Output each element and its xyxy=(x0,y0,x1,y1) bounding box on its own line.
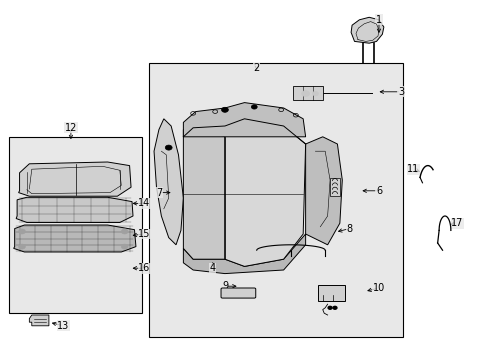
Polygon shape xyxy=(183,126,224,259)
Text: 13: 13 xyxy=(57,321,70,331)
Bar xyxy=(329,178,339,196)
Text: 5: 5 xyxy=(248,105,254,115)
Text: 12: 12 xyxy=(64,123,77,133)
Circle shape xyxy=(327,306,331,309)
Bar xyxy=(317,285,344,301)
Text: 1: 1 xyxy=(375,15,381,25)
FancyBboxPatch shape xyxy=(221,288,255,298)
Bar xyxy=(293,86,322,100)
Text: 14: 14 xyxy=(138,198,150,208)
Polygon shape xyxy=(183,234,305,274)
Text: 17: 17 xyxy=(450,218,463,228)
Circle shape xyxy=(19,244,25,249)
Polygon shape xyxy=(19,162,131,196)
Text: 2: 2 xyxy=(253,63,259,73)
Polygon shape xyxy=(224,119,305,266)
Circle shape xyxy=(19,229,25,234)
Polygon shape xyxy=(154,119,183,245)
Circle shape xyxy=(332,306,336,309)
Circle shape xyxy=(165,145,172,150)
Bar xyxy=(9,137,142,313)
Text: 4: 4 xyxy=(209,263,215,273)
Circle shape xyxy=(221,107,228,112)
Circle shape xyxy=(251,105,257,109)
Circle shape xyxy=(301,91,309,96)
Circle shape xyxy=(121,244,128,249)
Polygon shape xyxy=(29,315,49,326)
Polygon shape xyxy=(350,17,383,43)
Text: 10: 10 xyxy=(372,283,385,293)
Polygon shape xyxy=(305,137,342,245)
Circle shape xyxy=(312,91,318,96)
Polygon shape xyxy=(16,197,133,222)
Text: 8: 8 xyxy=(346,224,352,234)
Polygon shape xyxy=(183,103,305,137)
Bar xyxy=(149,63,403,337)
Text: 9: 9 xyxy=(222,281,227,291)
Text: 11: 11 xyxy=(406,164,419,174)
Polygon shape xyxy=(14,225,136,252)
Circle shape xyxy=(121,229,128,234)
Text: 16: 16 xyxy=(138,263,150,273)
Text: 7: 7 xyxy=(156,188,162,198)
Text: 3: 3 xyxy=(397,87,403,97)
Text: 15: 15 xyxy=(138,229,150,239)
Text: 6: 6 xyxy=(375,186,381,196)
